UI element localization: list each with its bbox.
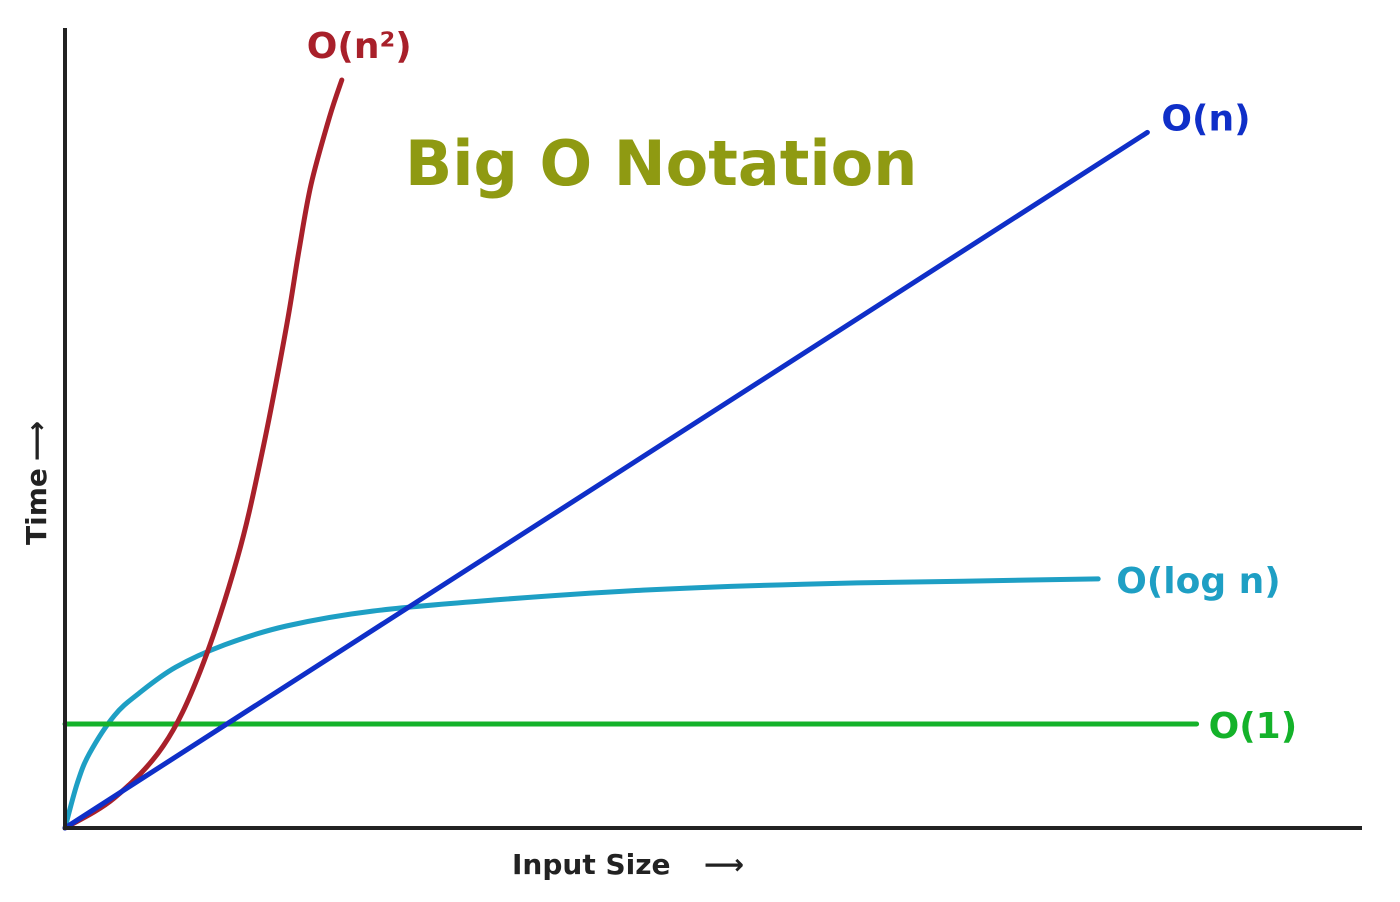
y-axis-label: Time bbox=[20, 468, 53, 545]
series-label-n2: O(n²) bbox=[307, 26, 412, 67]
series-label-const: O(1) bbox=[1209, 706, 1298, 747]
y-axis-title: Time ⟶ bbox=[20, 421, 53, 545]
y-axis-arrow-icon: ⟶ bbox=[20, 421, 53, 461]
x-axis-title: Input Size ⟶ bbox=[512, 848, 744, 881]
series-line-logn bbox=[62, 576, 1101, 831]
plot-area: O(log n) O(1) O(n²) O(n) bbox=[62, 26, 1298, 831]
chart-title: Big O Notation bbox=[405, 127, 917, 200]
series-line-n2 bbox=[62, 77, 345, 831]
series-label-n: O(n) bbox=[1161, 98, 1250, 139]
series-label-logn: O(log n) bbox=[1116, 561, 1281, 602]
x-axis-arrow-icon: ⟶ bbox=[704, 848, 744, 881]
series-line-n bbox=[62, 129, 1150, 831]
x-axis-label: Input Size bbox=[512, 848, 671, 881]
